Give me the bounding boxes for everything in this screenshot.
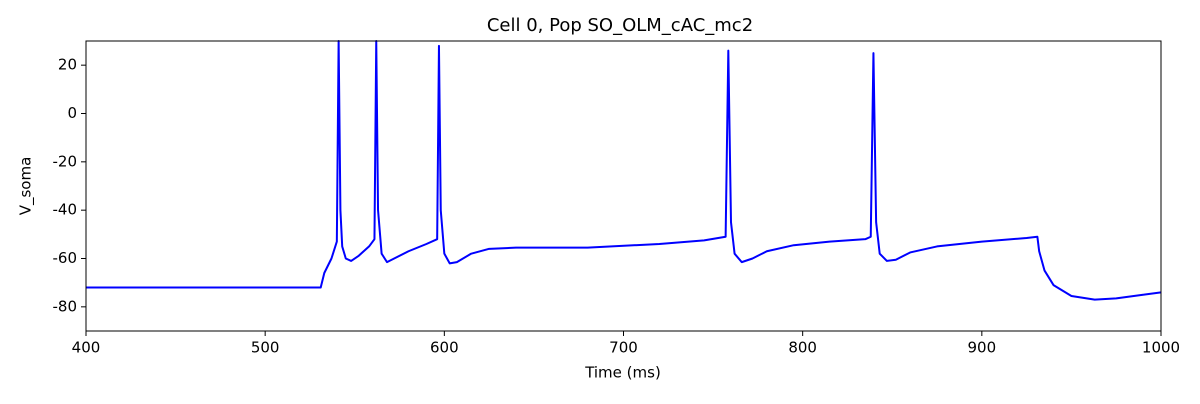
x-tick-label: 400: [72, 339, 101, 357]
x-tick-label: 500: [251, 339, 280, 357]
x-tick-label: 600: [430, 339, 459, 357]
line-series: [86, 40, 1162, 301]
x-tick-label: 800: [788, 339, 817, 357]
y-axis-label: V_soma: [17, 157, 36, 216]
y-tick-label: -20: [53, 152, 78, 170]
x-tick-label: 900: [968, 339, 997, 357]
plot-frame: [85, 40, 1162, 332]
y-tick-label: 0: [67, 104, 77, 122]
y-tick-label: -80: [53, 297, 78, 315]
y-tick-label: 20: [58, 56, 77, 74]
y-tick-label: -60: [53, 249, 78, 267]
x-axis-label: Time (ms): [584, 364, 661, 382]
chart-title: Cell 0, Pop SO_OLM_cAC_mc2: [487, 15, 753, 36]
y-tick-label: -40: [53, 201, 78, 219]
x-tick-label: 700: [609, 339, 638, 357]
x-tick-label: 1000: [1142, 339, 1180, 357]
